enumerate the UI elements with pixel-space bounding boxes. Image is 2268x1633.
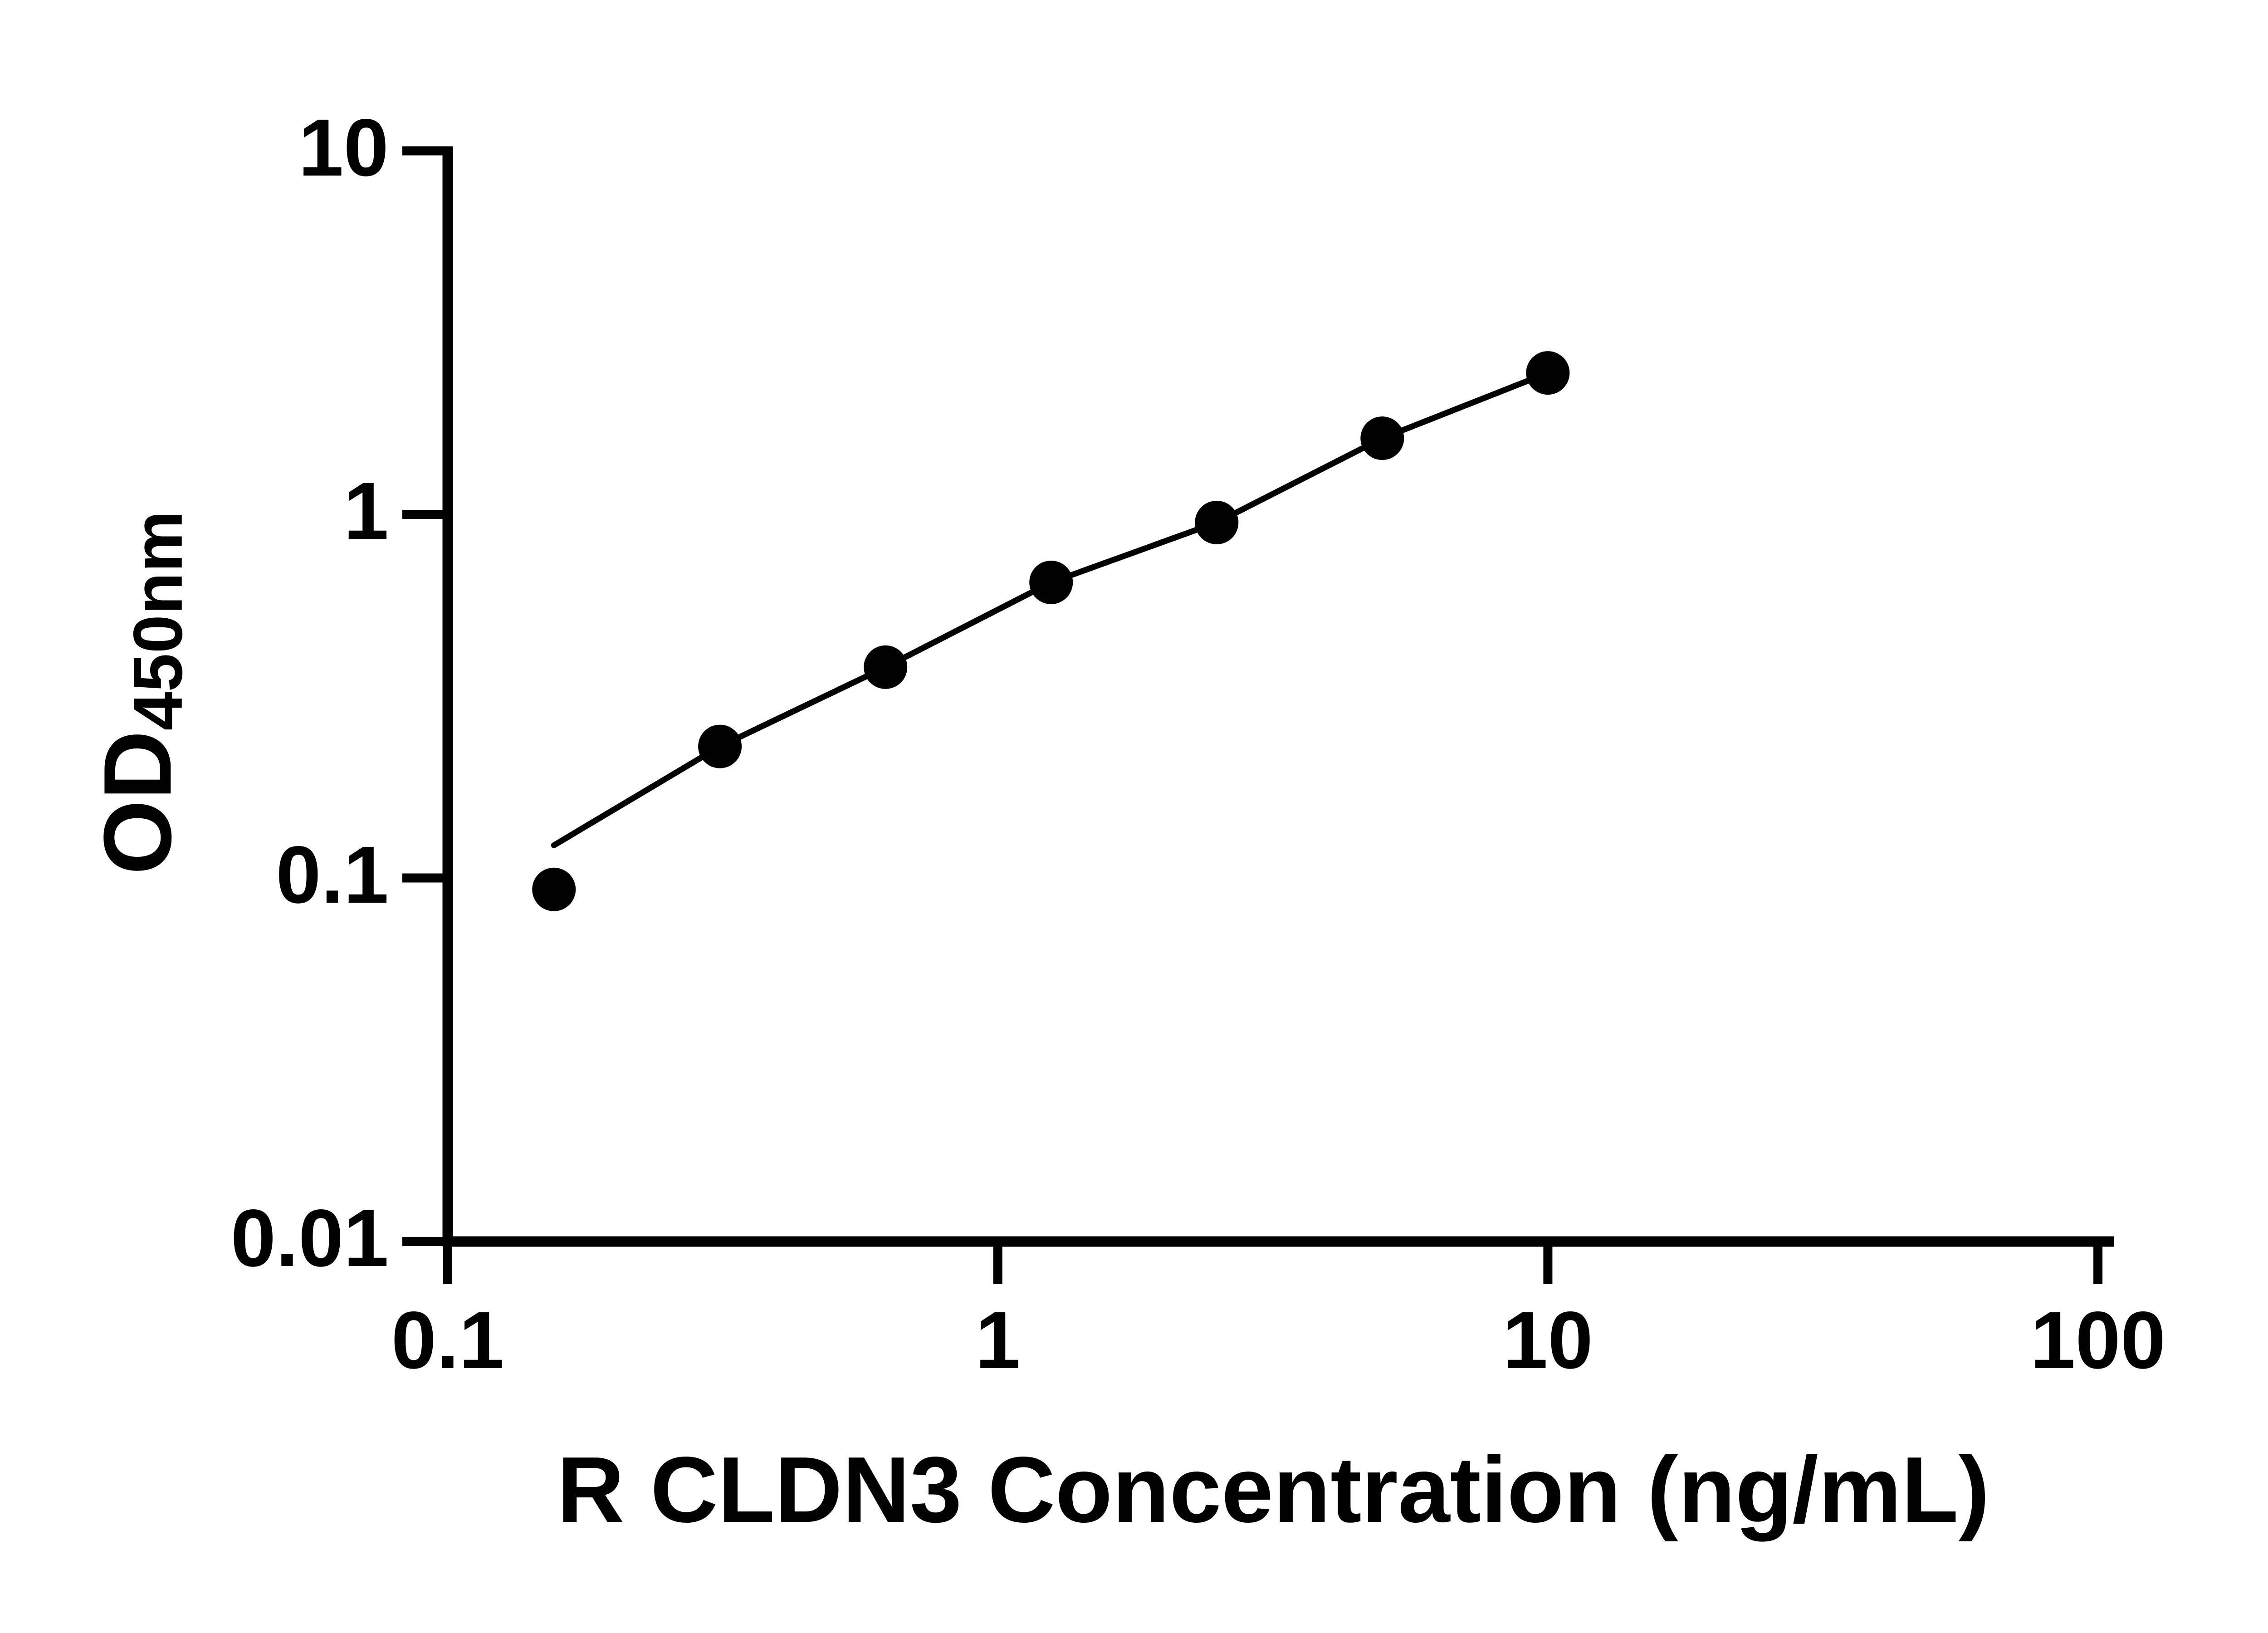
x-tick-label: 100 [2030, 1295, 2166, 1385]
data-point-marker [1526, 351, 1570, 395]
y-tick-label: 0.01 [230, 1193, 389, 1284]
x-tick-label: 10 [1502, 1295, 1593, 1385]
y-tick-label: 1 [343, 465, 389, 557]
data-point-marker [1360, 416, 1404, 460]
x-tick-label: 0.1 [391, 1295, 504, 1385]
data-point-marker [1029, 560, 1073, 604]
data-point-marker [864, 645, 908, 689]
y-axis-title: OD450nm [83, 511, 206, 875]
x-axis-title: R CLDN3 Concentration (ng/mL) [557, 1437, 1990, 1542]
data-point-marker [1195, 500, 1239, 544]
y-tick-label: 10 [298, 102, 389, 193]
y-tick-label: 0.1 [276, 829, 389, 920]
data-point-marker [698, 724, 742, 768]
x-tick-label: 1 [975, 1295, 1021, 1385]
data-point-marker [532, 867, 576, 911]
